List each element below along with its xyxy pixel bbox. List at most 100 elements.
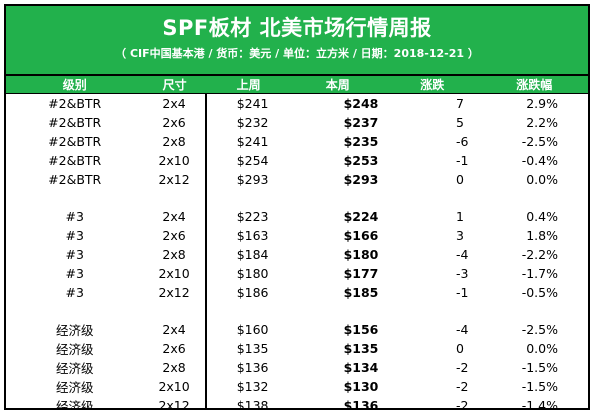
this-week-price-cell: $180 — [343, 247, 379, 262]
grade-cell: #2&BTR — [48, 134, 102, 149]
grade-cell: #2&BTR — [48, 115, 102, 130]
size-cell: 2x12 — [158, 172, 190, 187]
column-header-size: 尺寸 — [143, 76, 206, 94]
table-row: #3 2x6 $163 $166 3 1.8% — [6, 226, 588, 245]
grade-cell: #3 — [65, 209, 84, 224]
spacer-cell — [384, 302, 481, 320]
grade-cell: 经济级 — [55, 380, 94, 395]
this-week-price-cell: $237 — [343, 115, 379, 130]
group-spacer-row — [6, 189, 588, 207]
grade-cell: 经济级 — [55, 342, 94, 357]
grade-cell: #2&BTR — [48, 96, 102, 111]
table-row: #2&BTR 2x4 $241 $248 7 2.9% — [6, 93, 588, 113]
last-week-price-cell: $241 — [204, 93, 292, 113]
change-pct-cell: 2.9% — [526, 96, 558, 111]
table-row: 经济级 2x4 $160 $156 -4 -2.5% — [6, 320, 588, 339]
change-pct-cell: 0.0% — [526, 341, 558, 356]
change-cell: 0 — [455, 341, 464, 356]
spacer-cell — [481, 302, 588, 320]
spacer-cell — [143, 189, 205, 207]
last-week-price-cell: $232 — [204, 113, 292, 132]
change-pct-cell: 0.0% — [526, 172, 558, 187]
last-week-price-cell: $223 — [204, 207, 292, 226]
this-week-price-cell: $235 — [343, 134, 379, 149]
change-cell: -2 — [455, 360, 469, 375]
spacer-cell — [6, 302, 143, 320]
spacer-cell — [204, 302, 292, 320]
change-pct-cell: -1.7% — [521, 266, 558, 281]
grade-cell: #2&BTR — [48, 153, 102, 168]
change-pct-cell: 2.2% — [526, 115, 558, 130]
table-row: 经济级 2x10 $132 $130 -2 -1.5% — [6, 377, 588, 396]
grade-cell: #3 — [65, 285, 84, 300]
change-cell: -2 — [455, 398, 469, 410]
last-week-price-cell: $160 — [204, 320, 292, 339]
this-week-price-cell: $224 — [343, 209, 379, 224]
table-row: #3 2x4 $223 $224 1 0.4% — [6, 207, 588, 226]
table-row: #2&BTR 2x12 $293 $293 0 0.0% — [6, 170, 588, 189]
change-cell: -4 — [455, 322, 469, 337]
table-row: #3 2x12 $186 $185 -1 -0.5% — [6, 283, 588, 302]
size-cell: 2x8 — [162, 360, 186, 375]
change-pct-cell: -1.4% — [521, 398, 558, 410]
size-cell: 2x12 — [158, 285, 190, 300]
change-cell: -1 — [455, 153, 469, 168]
report-subtitle: （ CIF中国基本港 / 货币：美元 / 单位：立方米 / 日期：2018-12… — [115, 47, 479, 60]
table-row: 经济级 2x12 $138 $136 -2 -1.4% — [6, 396, 588, 410]
spacer-cell — [6, 189, 143, 207]
column-header-last-week: 上周 — [205, 76, 292, 94]
change-cell: 5 — [455, 115, 464, 130]
size-cell: 2x8 — [162, 247, 186, 262]
table-row: #2&BTR 2x8 $241 $235 -6 -2.5% — [6, 132, 588, 151]
price-table: 级别 尺寸 上周 本周 涨跌 涨跌幅 #2&BTR 2x4 $241 $248 7 2.9… — [6, 76, 588, 410]
spacer-cell — [143, 302, 205, 320]
report-title: SPF板材 北美市场行情周报 — [162, 16, 432, 40]
spacer-cell — [292, 302, 384, 320]
this-week-price-cell: $185 — [343, 285, 379, 300]
last-week-price-cell: $135 — [204, 339, 292, 358]
change-pct-cell: -2.5% — [521, 134, 558, 149]
this-week-price-cell: $156 — [343, 322, 379, 337]
last-week-price-cell: $184 — [204, 245, 292, 264]
size-cell: 2x4 — [162, 96, 186, 111]
size-cell: 2x10 — [158, 266, 190, 281]
last-week-price-cell: $132 — [204, 377, 292, 396]
size-cell: 2x10 — [158, 379, 190, 394]
group-spacer-row — [6, 302, 588, 320]
this-week-price-cell: $293 — [343, 172, 379, 187]
table-row: #3 2x10 $180 $177 -3 -1.7% — [6, 264, 588, 283]
change-cell: -1 — [455, 285, 469, 300]
table-row: #2&BTR 2x6 $232 $237 5 2.2% — [6, 113, 588, 132]
spacer-cell — [292, 189, 384, 207]
table-header-row: 级别 尺寸 上周 本周 涨跌 涨跌幅 — [6, 76, 588, 94]
size-cell: 2x6 — [162, 228, 186, 243]
last-week-price-cell: $163 — [204, 226, 292, 245]
report-header: SPF板材 北美市场行情周报 （ CIF中国基本港 / 货币：美元 / 单位：立… — [6, 6, 588, 76]
price-report: SPF板材 北美市场行情周报 （ CIF中国基本港 / 货币：美元 / 单位：立… — [4, 4, 590, 410]
column-header-grade: 级别 — [6, 76, 144, 94]
spacer-cell — [384, 189, 481, 207]
column-header-change: 涨跌 — [383, 76, 481, 94]
last-week-price-cell: $138 — [204, 396, 292, 408]
this-week-price-cell: $166 — [343, 228, 379, 243]
grade-cell: 经济级 — [55, 361, 94, 376]
spacer-cell — [481, 189, 588, 207]
change-cell: 3 — [455, 228, 464, 243]
this-week-price-cell: $248 — [343, 96, 379, 111]
grade-cell: 经济级 — [55, 323, 94, 338]
spacer-cell — [204, 189, 292, 207]
column-header-change-pct: 涨跌幅 — [480, 76, 588, 94]
change-pct-cell: -1.5% — [521, 379, 558, 394]
change-pct-cell: -2.5% — [521, 322, 558, 337]
size-cell: 2x8 — [162, 134, 186, 149]
table-row: #2&BTR 2x10 $254 $253 -1 -0.4% — [6, 151, 588, 170]
grade-cell: 经济级 — [55, 399, 94, 410]
size-cell: 2x12 — [158, 398, 190, 410]
this-week-price-cell: $135 — [343, 341, 379, 356]
change-cell: -3 — [455, 266, 469, 281]
last-week-price-cell: $241 — [204, 132, 292, 151]
change-pct-cell: -2.2% — [521, 247, 558, 262]
size-cell: 2x6 — [162, 115, 186, 130]
change-cell: 7 — [455, 96, 464, 111]
table-body: #2&BTR 2x4 $241 $248 7 2.9% #2&BTR 2x6 $232 $237 5… — [6, 93, 588, 410]
